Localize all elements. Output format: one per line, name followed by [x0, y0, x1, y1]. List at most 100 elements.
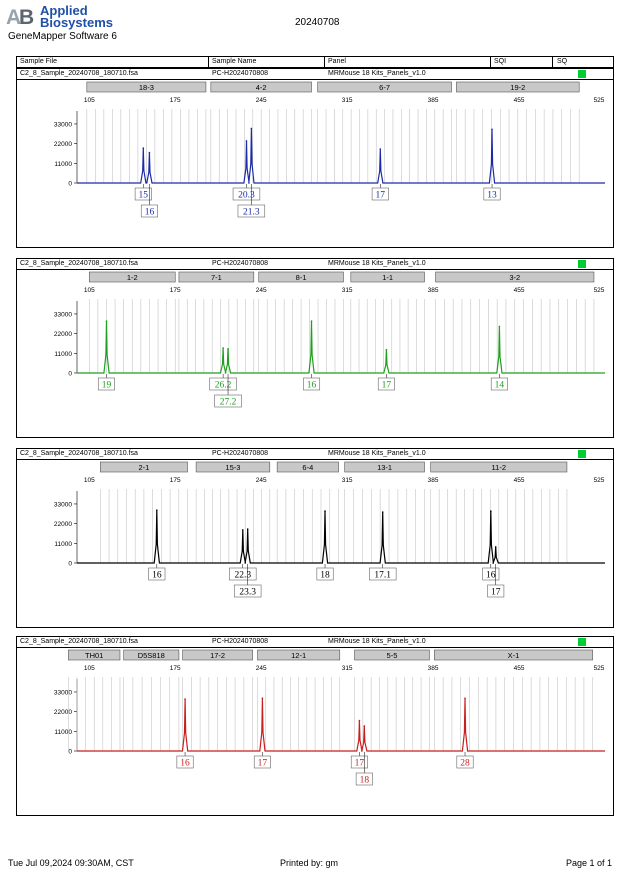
printed-by: Printed by: gm [280, 858, 339, 868]
peak-point [142, 147, 145, 149]
allele-box [350, 755, 368, 769]
column-sample-file: Sample File [20, 58, 57, 65]
signal-trace [77, 510, 605, 564]
allele-box [97, 377, 115, 391]
peak-point [245, 140, 248, 142]
marker-bar [182, 649, 253, 661]
allele-call-label: 28 [460, 759, 470, 769]
marker-label: 15-3 [225, 463, 240, 472]
marker-bar [317, 81, 452, 93]
electropherogram-chart: TH01 D5S818 17-2 12-1 5-5 X-1 105 175 245 315 385 4… [54, 649, 605, 786]
allele-call-label: 23.3 [239, 588, 256, 598]
marker-bar [354, 649, 430, 661]
marker-bar [88, 271, 176, 283]
svg-text:B: B [19, 6, 34, 27]
x-tick-label: 525 [594, 665, 605, 672]
allele-call-label: 16 [180, 759, 190, 769]
marker-label: 3-2 [509, 273, 520, 282]
print-timestamp: Tue Jul 09,2024 09:30AM, CST [8, 858, 134, 868]
marker-label: 4-2 [256, 83, 267, 92]
x-tick-label: 245 [256, 477, 267, 484]
peak-point [156, 509, 158, 512]
allele-call-label: 17 [258, 759, 268, 769]
x-tick-label: 385 [428, 97, 439, 104]
peak-point [379, 148, 382, 150]
marker-label: TH01 [85, 651, 103, 660]
y-tick-label: 11000 [54, 729, 72, 736]
sample-name: PC-H2024070808 [212, 638, 269, 645]
marker-bar [430, 461, 568, 473]
allele-call-label: 18 [360, 776, 370, 786]
x-tick-label: 455 [514, 287, 525, 294]
allele-box [456, 755, 474, 769]
marker-bar [100, 461, 188, 473]
allele-box [483, 187, 501, 201]
y-tick-label: 33000 [54, 121, 72, 128]
peak-point [241, 529, 244, 531]
column-sample-name: Sample Name [212, 58, 257, 65]
y-tick-label: 0 [68, 561, 72, 568]
svg-text:A: A [6, 6, 21, 27]
allele-call-label: 19 [102, 381, 112, 391]
signal-trace [77, 321, 605, 374]
x-tick-label: 525 [594, 97, 605, 104]
allele-call-label: 17.1 [374, 571, 391, 581]
y-tick-label: 0 [68, 181, 72, 188]
column-sqi: SQI [494, 58, 507, 65]
allele-box [371, 187, 389, 201]
column-sq: SQ [557, 58, 568, 65]
marker-label: 18-3 [139, 83, 154, 92]
sample-name: PC-H2024070808 [212, 260, 269, 267]
sizing-quality-indicator [578, 260, 586, 268]
peak-point [381, 511, 384, 513]
allele-box [134, 187, 152, 201]
electropherogram-panel: C2_8_Sample_20240708_180710.fsa PC-H2024… [16, 636, 614, 816]
x-tick-label: 315 [342, 477, 353, 484]
software-name: GeneMapper Software 6 [8, 31, 117, 42]
marker-label: X-1 [508, 651, 520, 660]
x-tick-label: 385 [428, 477, 439, 484]
marker-label: 17-2 [210, 651, 225, 660]
peak-point [324, 510, 326, 512]
x-tick-label: 105 [84, 287, 95, 294]
electropherogram-panel: C2_8_Sample_20240708_180710.fsa PC-H2024… [16, 258, 614, 438]
x-tick-label: 175 [170, 477, 181, 484]
y-tick-label: 33000 [54, 311, 72, 318]
allele-call-label: 14 [495, 381, 505, 391]
sample-file: C2_8_Sample_20240708_180710.fsa [20, 450, 138, 457]
brand-line-1: Applied [40, 3, 88, 18]
marker-label: 8-1 [296, 273, 307, 282]
column-header-row: Sample File Sample Name Panel SQI SQ [16, 56, 614, 68]
peak-point [494, 546, 497, 548]
marker-bar [210, 81, 312, 93]
panel-name: MRMouse 18 Kits_Panels_v1.0 [328, 70, 426, 77]
marker-label: D5S818 [138, 651, 165, 660]
marker-bar [276, 461, 339, 473]
signal-trace [77, 698, 605, 752]
marker-label: 19-2 [510, 83, 525, 92]
marker-label: 12-1 [291, 651, 306, 660]
electropherogram-chart: 2-1 15-3 6-4 13-1 11-2 105 175 245 315 385 455 525 0… [54, 461, 605, 598]
marker-bar [258, 271, 344, 283]
marker-bar [195, 461, 271, 473]
allele-box [214, 394, 242, 408]
report-date: 20240708 [295, 17, 340, 28]
y-tick-label: 22000 [54, 709, 72, 716]
applied-biosystems-logo-icon: A B [6, 6, 34, 27]
marker-bar [178, 271, 255, 283]
x-tick-label: 245 [256, 97, 267, 104]
brand-line-2: Biosystems [40, 15, 113, 30]
peak-point [363, 725, 366, 727]
x-tick-label: 455 [514, 665, 525, 672]
allele-call-label: 21.3 [243, 208, 260, 218]
allele-call-label: 15 [139, 191, 149, 201]
allele-call-label: 16 [307, 381, 317, 391]
x-tick-label: 245 [256, 665, 267, 672]
sample-file: C2_8_Sample_20240708_180710.fsa [20, 260, 138, 267]
marker-bar [123, 649, 180, 661]
brand-name: Applied Biosystems [40, 3, 113, 30]
y-tick-label: 22000 [54, 331, 72, 338]
electropherogram-panel: C2_8_Sample_20240708_180710.fsa PC-H2024… [16, 448, 614, 628]
allele-box [176, 755, 194, 769]
peak-point [498, 325, 501, 328]
